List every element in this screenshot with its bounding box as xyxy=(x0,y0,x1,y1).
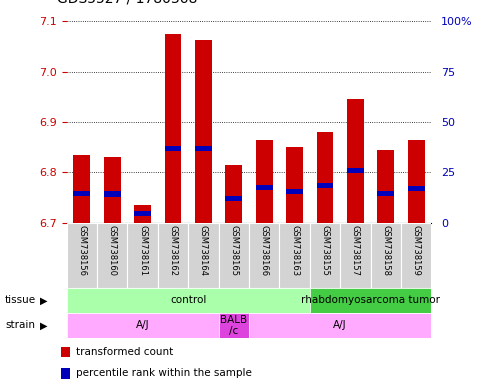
Bar xyxy=(286,189,303,194)
Bar xyxy=(280,223,310,288)
Bar xyxy=(195,40,211,223)
Bar xyxy=(134,205,151,223)
Text: GSM738156: GSM738156 xyxy=(77,225,86,276)
Bar xyxy=(97,223,127,288)
Bar xyxy=(127,223,158,288)
Bar xyxy=(378,191,394,196)
Text: GSM738160: GSM738160 xyxy=(107,225,117,276)
Text: rhabdomyosarcoma tumor: rhabdomyosarcoma tumor xyxy=(301,295,440,306)
Text: GSM738161: GSM738161 xyxy=(138,225,147,276)
Bar xyxy=(73,191,90,196)
Bar xyxy=(165,146,181,151)
Bar xyxy=(188,223,218,288)
Bar xyxy=(165,34,181,223)
Bar xyxy=(408,139,424,223)
Bar xyxy=(67,313,218,338)
Text: ▶: ▶ xyxy=(40,320,48,331)
Bar xyxy=(104,157,120,223)
Bar xyxy=(218,313,249,338)
Bar xyxy=(67,223,97,288)
Bar xyxy=(378,150,394,223)
Text: GSM738159: GSM738159 xyxy=(412,225,421,276)
Text: ▶: ▶ xyxy=(40,295,48,306)
Bar xyxy=(401,223,431,288)
Bar xyxy=(310,223,340,288)
Bar xyxy=(158,223,188,288)
Bar xyxy=(134,211,151,216)
Bar xyxy=(256,139,273,223)
Bar xyxy=(256,185,273,190)
Text: tissue: tissue xyxy=(5,295,36,306)
Text: control: control xyxy=(170,295,207,306)
Bar xyxy=(218,223,249,288)
Bar xyxy=(67,288,310,313)
Bar xyxy=(104,192,120,197)
Bar xyxy=(347,99,364,223)
Text: GSM738164: GSM738164 xyxy=(199,225,208,276)
Bar xyxy=(61,347,70,358)
Text: GSM738166: GSM738166 xyxy=(260,225,269,276)
Bar xyxy=(61,368,70,379)
Bar xyxy=(195,146,211,151)
Bar xyxy=(340,223,371,288)
Text: GSM738158: GSM738158 xyxy=(381,225,390,276)
Text: percentile rank within the sample: percentile rank within the sample xyxy=(76,368,252,379)
Bar xyxy=(347,168,364,173)
Bar xyxy=(249,223,280,288)
Text: BALB
/c: BALB /c xyxy=(220,314,247,336)
Bar xyxy=(317,132,333,223)
Bar xyxy=(225,196,242,201)
Bar xyxy=(310,288,431,313)
Text: GSM738163: GSM738163 xyxy=(290,225,299,276)
Text: transformed count: transformed count xyxy=(76,347,174,358)
Text: A/J: A/J xyxy=(333,320,347,331)
Text: GDS5527 / 1780368: GDS5527 / 1780368 xyxy=(57,0,197,6)
Bar xyxy=(317,184,333,189)
Bar xyxy=(249,313,431,338)
Text: GSM738162: GSM738162 xyxy=(169,225,177,276)
Text: GSM738155: GSM738155 xyxy=(320,225,329,276)
Text: GSM738157: GSM738157 xyxy=(351,225,360,276)
Bar xyxy=(371,223,401,288)
Text: GSM738165: GSM738165 xyxy=(229,225,238,276)
Bar xyxy=(73,155,90,223)
Text: A/J: A/J xyxy=(136,320,149,331)
Bar xyxy=(225,165,242,223)
Bar xyxy=(408,186,424,191)
Bar xyxy=(286,147,303,223)
Text: strain: strain xyxy=(5,320,35,331)
